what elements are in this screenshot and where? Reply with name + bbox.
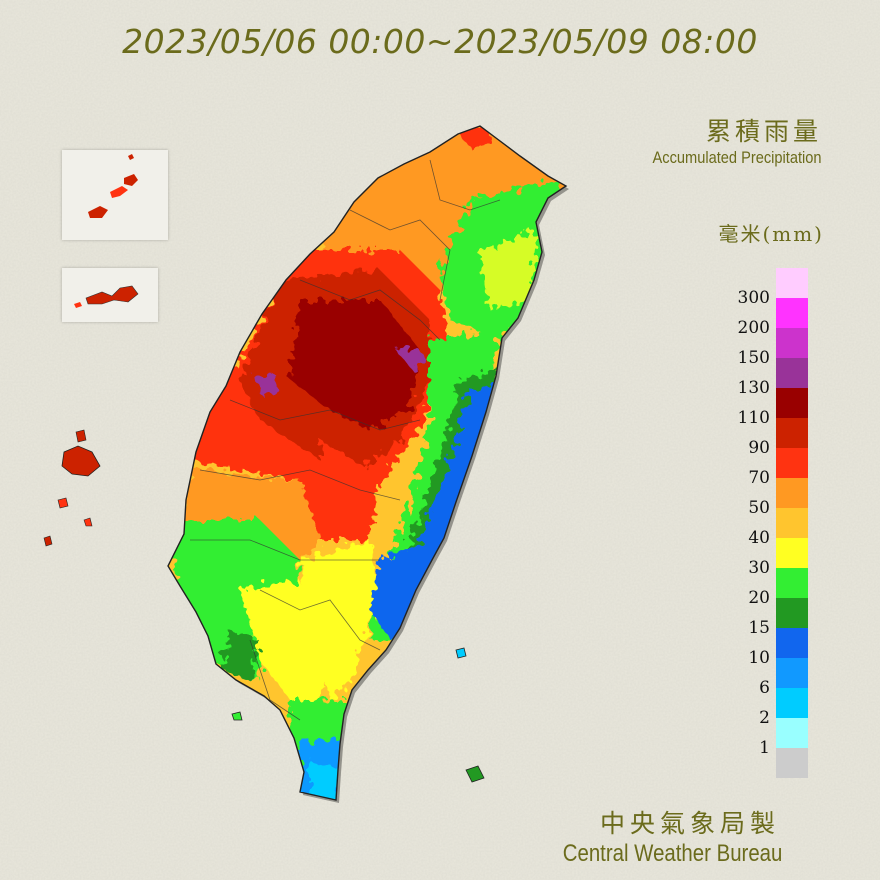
- legend-tick-label: 300: [737, 288, 770, 308]
- legend-swatch: [776, 508, 808, 538]
- legend-swatch: [776, 268, 808, 298]
- legend-tick-label: 1: [759, 738, 770, 758]
- kinmen-inset: [62, 268, 158, 322]
- precipitation-legend: [776, 268, 808, 778]
- legend-tick-label: 130: [737, 378, 770, 398]
- legend-swatch: [776, 568, 808, 598]
- legend-tick-label: 2: [759, 708, 770, 728]
- legend-swatch: [776, 538, 808, 568]
- legend-tick-label: 150: [737, 348, 770, 368]
- date-range-title: 2023/05/06 00:00~2023/05/09 08:00: [122, 22, 758, 61]
- legend-tick-label: 6: [759, 678, 770, 698]
- legend-swatch: [776, 448, 808, 478]
- unit-label: 毫米(mm): [718, 222, 824, 246]
- legend-swatch: [776, 658, 808, 688]
- map-title-english: Accumulated Precipitation: [652, 148, 822, 167]
- penghu-islands: [43, 429, 101, 547]
- legend-tick-label: 90: [748, 438, 770, 458]
- matsu-islands-map: [88, 154, 138, 218]
- legend-tick-label: 30: [748, 558, 770, 578]
- legend-swatch: [776, 478, 808, 508]
- legend-swatch: [776, 688, 808, 718]
- legend-tick-label: 15: [748, 618, 770, 638]
- kinmen-islands-map: [74, 285, 139, 308]
- legend-swatch: [776, 328, 808, 358]
- matsu-inset: [62, 150, 168, 240]
- legend-swatch: [776, 718, 808, 748]
- legend-swatch: [776, 628, 808, 658]
- legend-tick-label: 40: [748, 528, 770, 548]
- legend-tick-label: 200: [737, 318, 770, 338]
- legend-swatch: [776, 748, 808, 778]
- map-title-chinese: 累積雨量: [705, 117, 822, 146]
- legend-swatch: [776, 358, 808, 388]
- legend-tick-label: 20: [748, 588, 770, 608]
- legend-tick-label: 70: [748, 468, 770, 488]
- credit-english: Central Weather Bureau: [562, 840, 782, 867]
- legend-tick-label: 50: [748, 498, 770, 518]
- legend-swatch: [776, 418, 808, 448]
- legend-tick-label: 110: [737, 408, 770, 428]
- credit-chinese: 中央氣象局製: [599, 809, 780, 838]
- legend-swatch: [776, 388, 808, 418]
- legend-swatch: [776, 598, 808, 628]
- legend-swatch: [776, 298, 808, 328]
- legend-tick-label: 10: [748, 648, 770, 668]
